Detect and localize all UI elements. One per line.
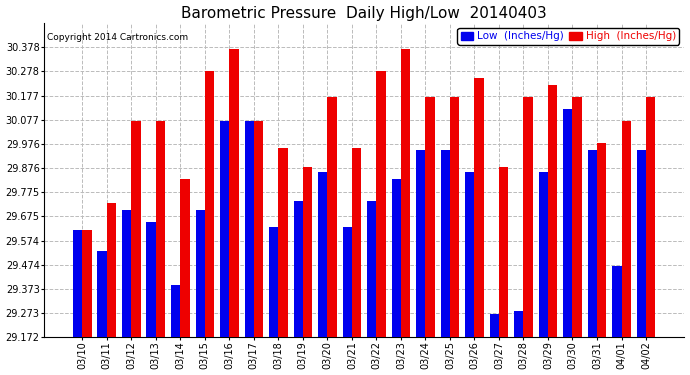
- Bar: [303, 167, 312, 337]
- Bar: [646, 97, 656, 337]
- Bar: [122, 210, 131, 337]
- Bar: [327, 97, 337, 337]
- Bar: [97, 251, 107, 337]
- Bar: [146, 222, 156, 337]
- Bar: [73, 230, 82, 337]
- Bar: [269, 227, 278, 337]
- Bar: [622, 121, 631, 337]
- Bar: [367, 201, 377, 337]
- Bar: [195, 210, 205, 337]
- Bar: [352, 148, 361, 337]
- Bar: [450, 97, 460, 337]
- Bar: [514, 311, 524, 337]
- Bar: [171, 285, 180, 337]
- Bar: [180, 179, 190, 337]
- Bar: [82, 230, 92, 337]
- Bar: [524, 97, 533, 337]
- Bar: [465, 172, 475, 337]
- Bar: [392, 179, 401, 337]
- Bar: [637, 150, 646, 337]
- Title: Barometric Pressure  Daily High/Low  20140403: Barometric Pressure Daily High/Low 20140…: [181, 6, 547, 21]
- Bar: [475, 78, 484, 337]
- Bar: [416, 150, 426, 337]
- Bar: [499, 167, 509, 337]
- Text: Copyright 2014 Cartronics.com: Copyright 2014 Cartronics.com: [47, 33, 188, 42]
- Bar: [342, 227, 352, 337]
- Bar: [131, 121, 141, 337]
- Bar: [254, 121, 263, 337]
- Legend: Low  (Inches/Hg), High  (Inches/Hg): Low (Inches/Hg), High (Inches/Hg): [457, 28, 679, 45]
- Bar: [377, 71, 386, 337]
- Bar: [278, 148, 288, 337]
- Bar: [220, 121, 229, 337]
- Bar: [229, 49, 239, 337]
- Bar: [563, 109, 573, 337]
- Bar: [401, 49, 411, 337]
- Bar: [548, 85, 558, 337]
- Bar: [293, 201, 303, 337]
- Bar: [539, 172, 548, 337]
- Bar: [107, 203, 116, 337]
- Bar: [441, 150, 450, 337]
- Bar: [573, 97, 582, 337]
- Bar: [156, 121, 165, 337]
- Bar: [612, 266, 622, 337]
- Bar: [244, 121, 254, 337]
- Bar: [597, 143, 607, 337]
- Bar: [205, 71, 214, 337]
- Bar: [318, 172, 327, 337]
- Bar: [588, 150, 597, 337]
- Bar: [426, 97, 435, 337]
- Bar: [490, 314, 499, 337]
